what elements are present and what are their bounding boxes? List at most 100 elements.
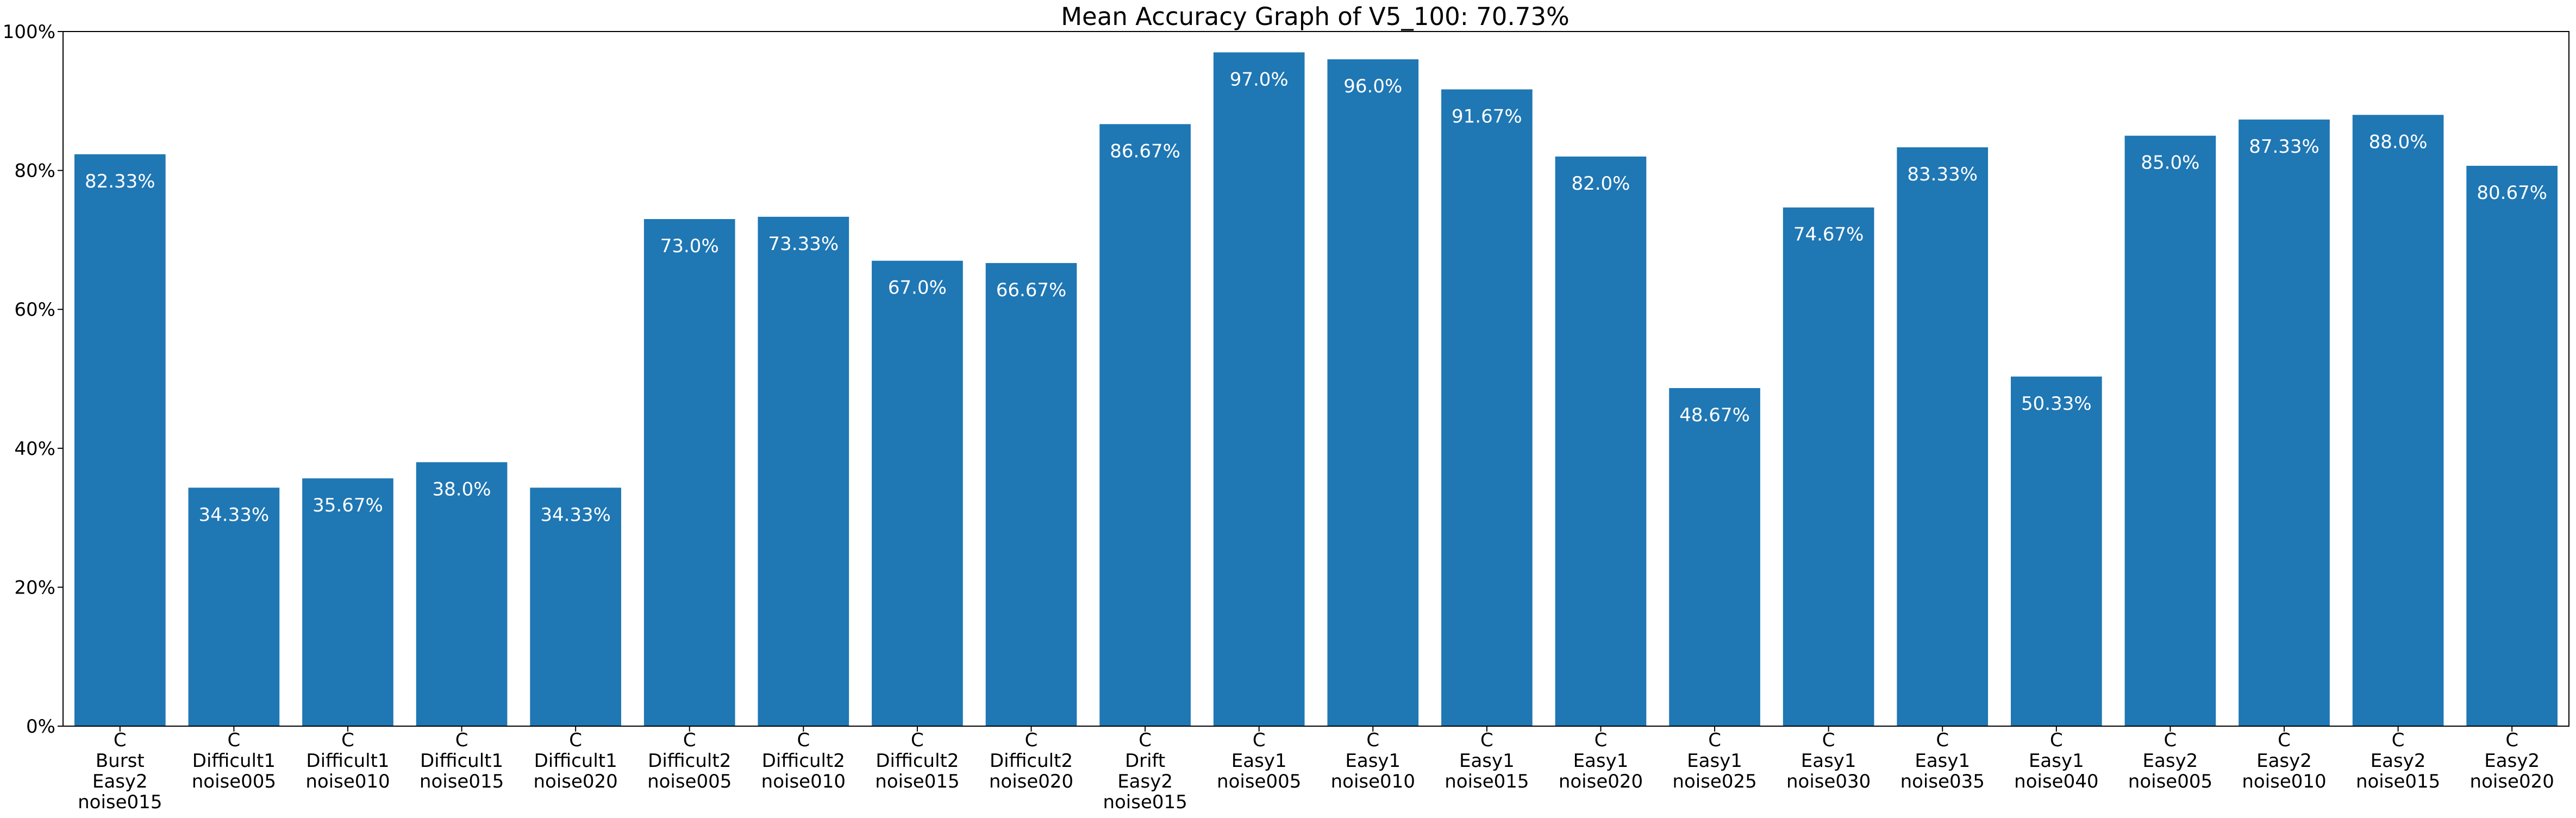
x-tick-label-line: C xyxy=(2278,729,2291,751)
x-tick-label-line: Easy2 xyxy=(92,771,148,792)
bar-data-label: 67.0% xyxy=(888,277,947,299)
x-tick-label: C Difficult2 noise010 xyxy=(761,729,846,792)
x-tick-label-line: C xyxy=(1595,729,1608,751)
x-tick-label-line: Easy2 xyxy=(2143,750,2198,772)
x-tick-label-line: noise020 xyxy=(1559,771,1643,792)
x-tick-label-line: noise030 xyxy=(1786,771,1871,792)
x-tick-label-line: Easy1 xyxy=(1459,750,1515,772)
bar-data-label: 34.33% xyxy=(540,504,611,526)
y-tick-label: 60% xyxy=(14,299,55,321)
bar-data-label: 97.0% xyxy=(1230,68,1289,90)
x-tick-label-line: C xyxy=(228,729,241,751)
x-tick-label-line: C xyxy=(1480,729,1493,751)
x-tick-label-line: C xyxy=(1139,729,1152,751)
x-tick-label-line: Burst xyxy=(96,750,145,772)
x-tick-label-line: noise005 xyxy=(647,771,731,792)
bar-data-label: 88.0% xyxy=(2369,131,2428,153)
bar-data-label: 80.67% xyxy=(2477,182,2547,204)
x-tick-label-line: noise040 xyxy=(2014,771,2098,792)
bar xyxy=(416,462,508,726)
x-tick-label-line: C xyxy=(1936,729,1949,751)
x-tick-label-line: Easy1 xyxy=(1231,750,1287,772)
data-label-group: 82.33% 34.33% 35.67% 38.0% 34.33% 73.0% 73.33%… xyxy=(85,68,2547,526)
x-tick-label-line: C xyxy=(2164,729,2177,751)
x-tick-label-line: C xyxy=(2505,729,2518,751)
bar-data-label: 82.33% xyxy=(85,171,155,192)
x-tick-label-line: C xyxy=(683,729,696,751)
bar-data-label: 34.33% xyxy=(199,504,270,526)
x-tick-label-line: noise015 xyxy=(1103,791,1187,813)
x-tick-label: C Easy2 noise010 xyxy=(2242,729,2326,792)
bar xyxy=(1555,157,1647,726)
x-tick-label-line: Easy1 xyxy=(1573,750,1629,772)
x-tick-label: C Drift Easy2 noise015 xyxy=(1103,729,1187,813)
x-tick-label: C Easy1 noise040 xyxy=(2014,729,2098,792)
bar-data-label: 96.0% xyxy=(1343,76,1402,97)
x-tick-label: C Easy2 noise020 xyxy=(2470,729,2554,792)
x-tick-label-line: Easy1 xyxy=(1801,750,1856,772)
x-tick-label-line: Easy2 xyxy=(2371,750,2426,772)
y-tick-label: 20% xyxy=(14,577,55,598)
x-tick-label-line: Difficult1 xyxy=(192,750,276,772)
x-tick-label-line: C xyxy=(114,729,127,751)
x-tick-label: C Difficult1 noise010 xyxy=(305,729,390,792)
bar xyxy=(985,263,1077,726)
bar xyxy=(2124,135,2216,727)
bar-data-label: 48.67% xyxy=(1679,404,1750,426)
x-tick-label-line: Difficult2 xyxy=(876,750,959,772)
y-tick-label: 0% xyxy=(26,716,55,738)
bar xyxy=(1669,388,1760,726)
x-tick-label: C Easy1 noise010 xyxy=(1331,729,1415,792)
chart-title: Mean Accuracy Graph of V5_100: 70.73% xyxy=(1061,2,1570,31)
bar xyxy=(1783,207,1874,726)
x-tick-label-line: C xyxy=(1253,729,1266,751)
bar-data-label: 73.0% xyxy=(660,235,719,257)
bar xyxy=(74,154,166,726)
bar xyxy=(758,216,849,726)
y-axis: 0% 20% 40% 60% 80% 100% xyxy=(3,21,63,738)
x-tick-label-line: Easy2 xyxy=(1117,771,1173,792)
x-tick-label-line: noise015 xyxy=(78,791,162,813)
bar xyxy=(2239,119,2330,726)
x-tick-label-line: Difficult1 xyxy=(420,750,503,772)
x-tick-label-line: noise005 xyxy=(192,771,276,792)
x-tick-label: C Easy1 noise025 xyxy=(1672,729,1756,792)
x-tick-label: C Easy1 noise015 xyxy=(1445,729,1529,792)
x-tick-label-line: noise010 xyxy=(761,771,846,792)
x-tick-label-line: noise005 xyxy=(2128,771,2212,792)
bar-data-label: 74.67% xyxy=(1793,224,1864,246)
bar-data-label: 66.67% xyxy=(996,279,1067,301)
bar xyxy=(1213,52,1305,727)
x-tick-label-line: C xyxy=(911,729,924,751)
bar xyxy=(1099,124,1191,726)
x-tick-label-line: C xyxy=(797,729,810,751)
x-tick-label-line: noise035 xyxy=(1900,771,1985,792)
x-tick-label-line: Easy2 xyxy=(2256,750,2312,772)
bar xyxy=(1441,89,1533,726)
x-tick-label-line: noise015 xyxy=(875,771,959,792)
y-tick-label: 100% xyxy=(3,21,55,43)
x-tick-label-line: noise010 xyxy=(2242,771,2326,792)
x-tick-label-line: noise025 xyxy=(1672,771,1756,792)
x-tick-label: C Difficult2 noise015 xyxy=(875,729,959,792)
x-tick-label-line: Drift xyxy=(1125,750,1165,772)
bar-data-label: 85.0% xyxy=(2141,152,2199,174)
y-tick-label: 80% xyxy=(14,160,55,182)
x-tick-label-line: Easy1 xyxy=(1345,750,1400,772)
x-tick-label: C Burst Easy2 noise015 xyxy=(78,729,162,813)
x-tick-label-line: C xyxy=(1025,729,1038,751)
x-tick-label-line: Difficult2 xyxy=(990,750,1073,772)
x-tick-label-line: noise020 xyxy=(533,771,617,792)
bar-data-label: 35.67% xyxy=(312,495,383,516)
x-tick-label-line: C xyxy=(2392,729,2405,751)
x-tick-label-line: Easy1 xyxy=(1687,750,1742,772)
bar xyxy=(530,488,621,726)
bar xyxy=(1897,147,1989,726)
x-tick-label-line: C xyxy=(455,729,468,751)
x-tick-label-line: Difficult1 xyxy=(306,750,389,772)
x-tick-label-line: Difficult1 xyxy=(534,750,617,772)
bar xyxy=(2466,166,2558,727)
bar xyxy=(2011,376,2102,726)
